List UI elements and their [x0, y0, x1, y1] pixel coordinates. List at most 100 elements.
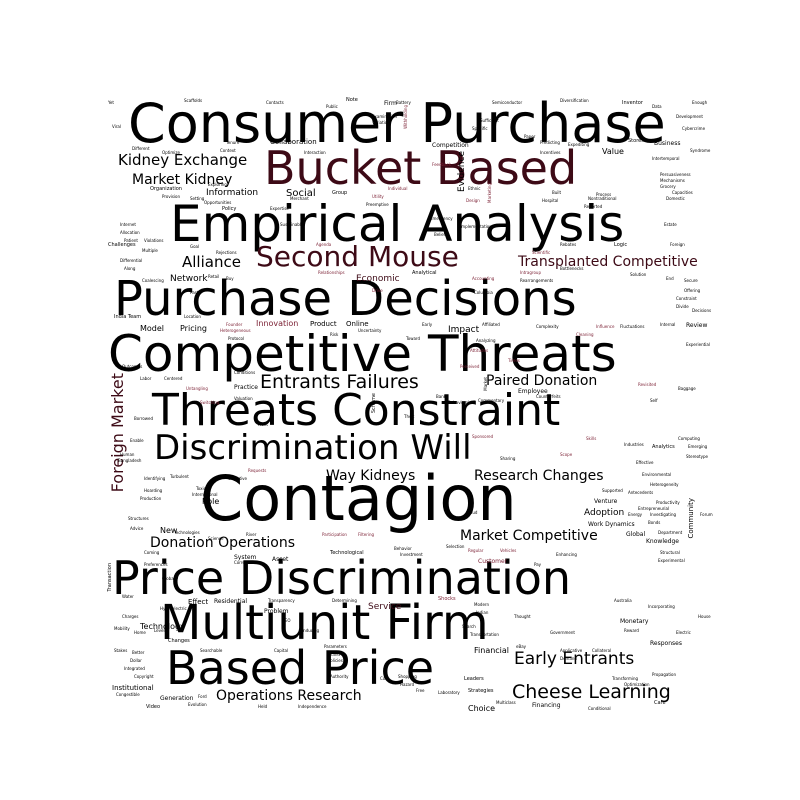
word-model: Model: [140, 324, 165, 333]
word-revisited: Revisited: [638, 382, 657, 387]
word-transportation: Transportation: [470, 632, 499, 637]
word-hazard: Hazard: [400, 682, 415, 687]
word-modern: Modern: [474, 602, 490, 607]
word-transparency: Transparency: [268, 598, 295, 603]
word-rearrangements: Rearrangements: [520, 278, 554, 283]
word-times: Times: [508, 358, 520, 363]
word-challenges: Challenges: [108, 242, 136, 248]
word-untangling: Untangling: [186, 386, 208, 391]
word-transaction: Transaction: [107, 563, 113, 592]
word-globally: Globally: [162, 576, 179, 581]
word-behavioral: Behavioral: [448, 400, 470, 405]
word-cybercrime: Cybercrime: [682, 126, 706, 131]
word-analytics: Analytics: [652, 444, 675, 450]
word-along: Along: [124, 266, 136, 271]
word-adoption: Adoption: [584, 508, 625, 518]
word-practice: Practice: [234, 384, 258, 391]
word-review: Review: [686, 322, 708, 329]
word-paired-donation: Paired Donation: [486, 373, 598, 389]
word-hospital: Hospital: [542, 198, 559, 203]
word-differential: Differential: [120, 258, 143, 263]
word-reported: Reported: [584, 204, 603, 209]
word-preemptive: Preemptive: [366, 202, 389, 207]
word-sustainable: Sustainable: [280, 222, 304, 227]
word-authority: Authority: [330, 674, 349, 679]
word-skills: Skills: [586, 436, 597, 441]
word-parameters: Parameters: [324, 644, 347, 649]
word-relationships: Relationships: [318, 270, 345, 275]
word-empirical-analysis: Empirical Analysis: [170, 195, 625, 253]
word-tenure: Tenure: [226, 140, 240, 145]
word-technology: Technology: [140, 622, 185, 631]
word-logic: Logic: [614, 242, 628, 248]
word-correctable: Correctable: [234, 560, 258, 565]
word-buy: Buy: [226, 276, 234, 281]
word-expediting: Expediting: [568, 142, 590, 147]
word-capital: Capital: [274, 648, 289, 653]
word-copyright: Copyright: [134, 674, 154, 679]
word-design: Design: [466, 198, 480, 203]
word-second-mouse: Second Mouse: [256, 240, 459, 273]
word-employee: Employee: [518, 388, 548, 395]
word-entrants-failures: Entrants Failures: [260, 371, 419, 393]
word-affiliated: Affiliated: [482, 322, 500, 327]
word-foreign: Foreign: [670, 242, 685, 247]
word-switching: Switching: [200, 400, 220, 405]
word-conditions: Conditions: [234, 370, 256, 375]
word-withholding: Withholding: [403, 105, 408, 129]
word-mechanisms: Mechanisms: [660, 178, 685, 183]
word-theft: Theft: [404, 414, 415, 419]
word-cloud: Consumer Purchase Bucket Based Empirical…: [104, 93, 724, 715]
word-sponsored: Sponsored: [472, 434, 494, 439]
word-stereotype: Stereotype: [686, 454, 708, 459]
word-science: Science: [208, 536, 224, 541]
word-demand: Demand: [560, 656, 577, 661]
word-independence: Independence: [298, 704, 327, 709]
word-domestic: Domestic: [666, 196, 685, 201]
word-nontraditional: Nontraditional: [588, 196, 617, 201]
word-choice: Choice: [468, 704, 496, 713]
word-customer: Customer: [478, 558, 508, 565]
word-investigating: Investigating: [650, 512, 677, 517]
word-evolution: Evolution: [188, 702, 207, 707]
word-selection: Selection: [446, 544, 465, 549]
word-labor: Labor: [140, 376, 152, 381]
word-setting: Setting: [190, 196, 205, 201]
word-competition: Competition: [432, 142, 469, 149]
word-hoarding: Hoarding: [144, 488, 163, 493]
word-india-team: India Team: [114, 314, 142, 320]
word-indian: Indian: [476, 610, 489, 615]
word-integrated: Integrated: [124, 666, 145, 671]
word-environmental: Environmental: [642, 472, 672, 477]
word-reward: Reward: [624, 628, 639, 633]
word-international: International: [192, 492, 218, 497]
word-inducing: Inducing: [302, 628, 320, 633]
word-variation: Variation: [372, 120, 390, 125]
word-pay: Pay: [534, 562, 542, 567]
word-australia: Australia: [614, 598, 632, 603]
word-multiple: Multiple: [142, 248, 158, 253]
word-scheme: Scheme: [371, 393, 377, 414]
word-strategies: Strategies: [468, 688, 494, 694]
word-asset: Asset: [272, 556, 289, 563]
word-toxic: Toxic: [196, 486, 206, 491]
word-end: End: [666, 276, 674, 281]
word-built: Built: [552, 190, 562, 195]
word-structures: Structures: [128, 516, 149, 521]
word-better: Better: [132, 650, 145, 655]
word-technologies: Technologies: [174, 530, 200, 535]
word-internet: Internet: [120, 222, 136, 227]
word-location: Location: [184, 314, 201, 319]
word-scaffolds: Scaffolds: [184, 98, 203, 103]
word-electric: Electric: [676, 630, 691, 635]
word-online: Online: [346, 320, 369, 328]
word-operations-research: Operations Research: [216, 688, 362, 704]
word-cheese-learning: Cheese Learning: [512, 681, 671, 703]
word-preferences: Preferences: [144, 562, 168, 567]
word-opportunities: Opportunities: [204, 200, 232, 205]
word-evidence: Evidence: [457, 151, 467, 192]
word-financing: Financing: [532, 702, 561, 709]
word-emerging: Emerging: [688, 444, 708, 449]
word-patient: Patient: [124, 238, 138, 243]
word-congestible: Congestible: [116, 692, 140, 697]
